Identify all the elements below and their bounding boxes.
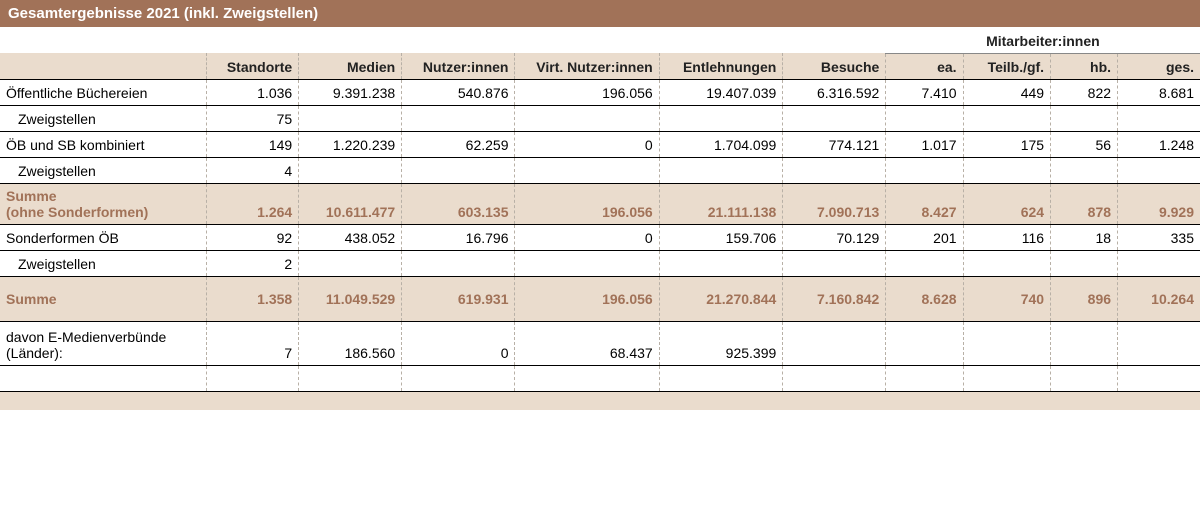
table-row: Zweigstellen 4 bbox=[0, 157, 1200, 183]
column-header-row: Standorte Medien Nutzer:innen Virt. Nutz… bbox=[0, 53, 1200, 79]
col-ges: ges. bbox=[1118, 53, 1200, 79]
footer-band bbox=[0, 392, 1200, 410]
table-row: ÖB und SB kombiniert 149 1.220.239 62.25… bbox=[0, 131, 1200, 157]
group-header-row: Mitarbeiter:innen bbox=[0, 27, 1200, 53]
table-row bbox=[0, 365, 1200, 391]
col-ea: ea. bbox=[886, 53, 963, 79]
col-nutzer: Nutzer:innen bbox=[402, 53, 515, 79]
table-row: Öffentliche Büchereien 1.036 9.391.238 5… bbox=[0, 79, 1200, 105]
col-hb: hb. bbox=[1051, 53, 1118, 79]
col-medien: Medien bbox=[299, 53, 402, 79]
row-label: Summe (ohne Sonderformen) bbox=[0, 183, 206, 224]
table-row: Sonderformen ÖB 92 438.052 16.796 0 159.… bbox=[0, 224, 1200, 250]
row-label: ÖB und SB kombiniert bbox=[0, 131, 206, 157]
sum-row-total: Summe 1.358 11.049.529 619.931 196.056 2… bbox=[0, 276, 1200, 321]
table-row: Zweigstellen 2 bbox=[0, 250, 1200, 276]
col-entlehnungen: Entlehnungen bbox=[659, 53, 783, 79]
table-row: Zweigstellen 75 bbox=[0, 105, 1200, 131]
report-table-container: Gesamtergebnisse 2021 (inkl. Zweigstelle… bbox=[0, 0, 1200, 410]
table-row: davon E-Medienverbünde (Länder): 7 186.5… bbox=[0, 321, 1200, 365]
group-header-mitarbeiter: Mitarbeiter:innen bbox=[886, 27, 1200, 53]
row-label: Sonderformen ÖB bbox=[0, 224, 206, 250]
row-label: Summe bbox=[0, 276, 206, 321]
row-label: Zweigstellen bbox=[0, 250, 206, 276]
col-besuche: Besuche bbox=[783, 53, 886, 79]
col-virt-nutzer: Virt. Nutzer:innen bbox=[515, 53, 659, 79]
col-teilb: Teilb./gf. bbox=[963, 53, 1051, 79]
table-title: Gesamtergebnisse 2021 (inkl. Zweigstelle… bbox=[0, 0, 1200, 27]
row-label: Öffentliche Büchereien bbox=[0, 79, 206, 105]
row-label: Zweigstellen bbox=[0, 157, 206, 183]
row-label: davon E-Medienverbünde (Länder): bbox=[0, 321, 206, 365]
sum-row: Summe (ohne Sonderformen) 1.264 10.611.4… bbox=[0, 183, 1200, 224]
results-table: Mitarbeiter:innen Standorte Medien Nutze… bbox=[0, 27, 1200, 392]
row-label: Zweigstellen bbox=[0, 105, 206, 131]
col-standorte: Standorte bbox=[206, 53, 299, 79]
